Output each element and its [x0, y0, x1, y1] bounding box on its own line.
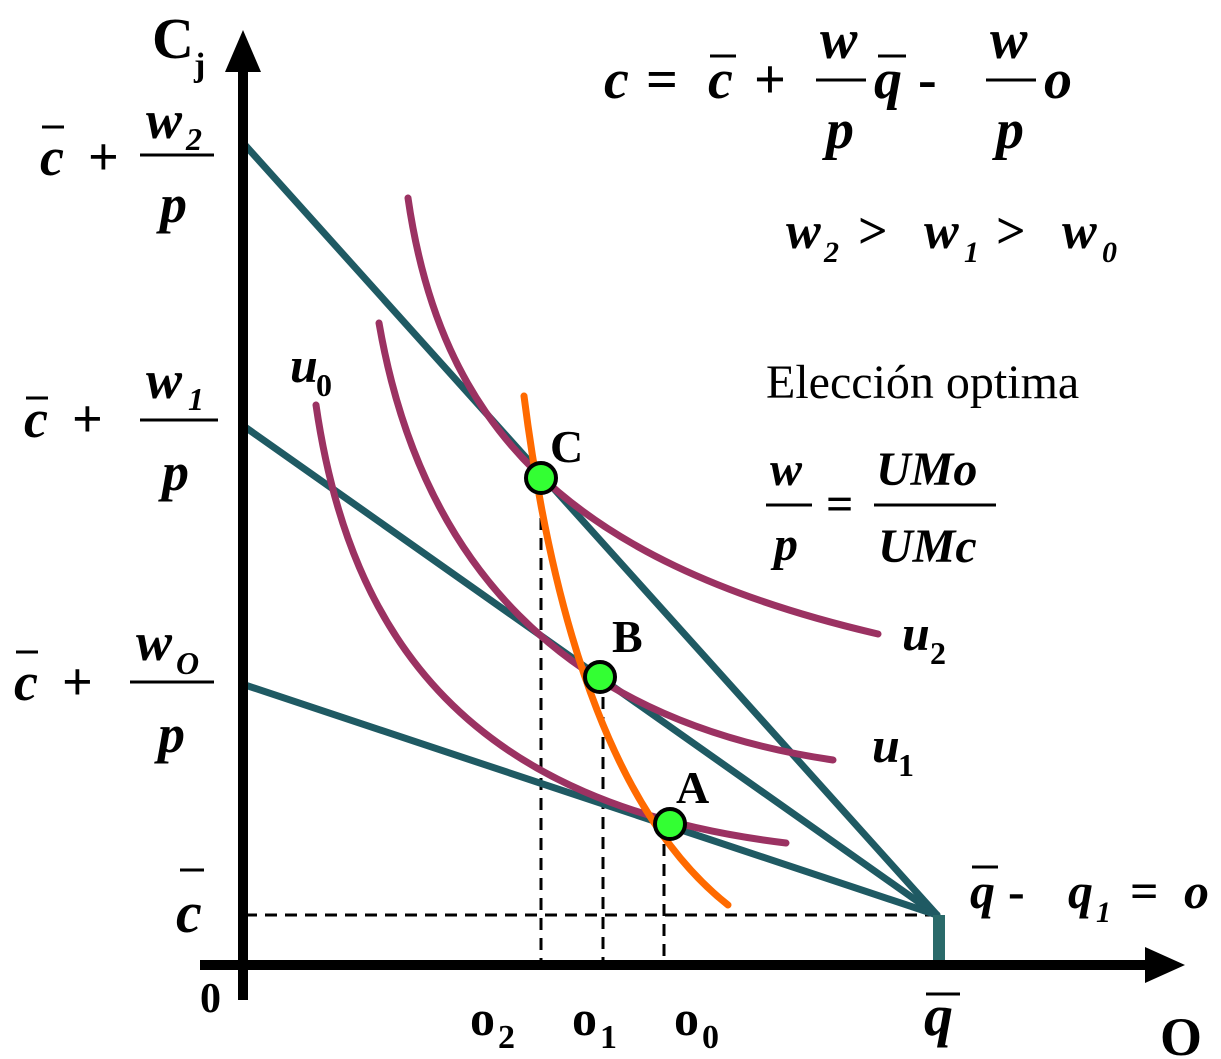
- optimal-choice: Elección optima w p = UMo UMc: [766, 356, 1079, 573]
- ytick-w1-den: p: [158, 442, 189, 502]
- budget-line-w0: [241, 681, 941, 919]
- eq-w1-num: w: [820, 9, 858, 71]
- ytick-w2-den: p: [156, 174, 187, 234]
- ytick-w1-num: w: [146, 350, 183, 410]
- ytick-w2: c + w 2 p: [40, 90, 214, 234]
- ineq-w0: w: [1062, 203, 1097, 260]
- ineq-w2: w: [786, 203, 821, 260]
- ineq-w2-sub: 2: [823, 236, 839, 269]
- ineq-w0-sub: 0: [1102, 236, 1117, 269]
- optimal-lhs-num: w: [770, 443, 803, 496]
- wage-inequality: w 2 > w 1 > w 0: [786, 203, 1117, 269]
- xtick-o1: o: [572, 990, 597, 1046]
- eq-w2-den: p: [992, 99, 1024, 161]
- ytick-w0: c + w O p: [14, 612, 214, 764]
- budget-line-w2: [241, 141, 941, 919]
- xtick-o0-sub: 0: [702, 1019, 719, 1056]
- eq-c: c: [604, 49, 629, 111]
- ytick-w0-num: w: [136, 612, 173, 672]
- endpoint-eq: =: [1130, 863, 1159, 919]
- y-axis-label: C: [152, 6, 194, 71]
- ineq-w1-sub: 1: [964, 236, 979, 269]
- ytick-cbar: c: [176, 868, 204, 945]
- point-b-label: B: [612, 611, 643, 662]
- endpoint-minus: -: [1008, 863, 1025, 919]
- ytick-w0-plus: +: [62, 652, 93, 712]
- eq-equals: =: [646, 49, 678, 111]
- ytick-w1-cbar: c: [24, 389, 48, 449]
- y-axis-arrow: [225, 30, 261, 72]
- xtick-o2: o: [470, 990, 495, 1046]
- x-axis-label: O: [1160, 1007, 1202, 1059]
- budget-equation: c = c + w p q - w p o: [604, 9, 1072, 161]
- endpoint-label: q - q 1 = o: [970, 863, 1209, 929]
- label-u0: u: [290, 337, 318, 393]
- origin-label: 0: [200, 976, 221, 1022]
- optimal-lhs-den: p: [770, 518, 798, 571]
- curve-u1: [375, 319, 837, 764]
- eq-w1-den: p: [822, 99, 854, 161]
- x-axis-arrow: [1145, 947, 1185, 983]
- optimal-rhs-num: UMo: [876, 443, 977, 496]
- ytick-w1-sub: 1: [188, 381, 204, 417]
- label-u0-sub: 0: [316, 367, 332, 403]
- eq-minus: -: [918, 49, 937, 111]
- label-u1: u: [872, 717, 900, 773]
- xtick-o0: o: [674, 990, 699, 1046]
- ytick-cbar-text: c: [176, 880, 202, 945]
- ytick-w0-den: p: [154, 704, 185, 764]
- point-a: [653, 807, 687, 841]
- endpoint-q1-sub: 1: [1096, 896, 1111, 929]
- ytick-w2-cbar: c: [40, 127, 64, 187]
- xtick-o2-sub: 2: [498, 1019, 515, 1056]
- axes: [200, 30, 1185, 1000]
- eq-w2-num: w: [990, 9, 1028, 71]
- ytick-w2-plus: +: [88, 127, 119, 187]
- eq-o: o: [1044, 49, 1072, 111]
- eq-cbar: c: [708, 49, 733, 111]
- ytick-w1-plus: +: [72, 389, 103, 449]
- ineq-gt2: >: [996, 203, 1026, 260]
- point-c-label: C: [550, 421, 583, 472]
- ytick-w0-sub: O: [176, 645, 199, 681]
- point-a-label: A: [676, 762, 709, 813]
- optimal-rhs-den: UMc: [878, 520, 977, 573]
- ineq-w1: w: [924, 203, 959, 260]
- ytick-w2-num: w: [146, 90, 183, 150]
- label-u2: u: [902, 605, 930, 661]
- optimal-points: [524, 461, 687, 841]
- point-c: [524, 461, 558, 495]
- ineq-gt1: >: [858, 203, 888, 260]
- ytick-w1: c + w 1 p: [24, 350, 218, 502]
- label-u1-sub: 1: [898, 747, 914, 783]
- eq-qbar: q: [874, 49, 902, 111]
- xtick-qbar: q: [924, 983, 953, 1048]
- optimal-eq: =: [826, 478, 853, 531]
- endpoint-q1: q: [1068, 863, 1093, 919]
- ytick-w0-cbar: c: [14, 652, 38, 712]
- label-u2-sub: 2: [930, 635, 946, 671]
- endpoint-qbar: q: [970, 863, 995, 919]
- ytick-w2-sub: 2: [185, 121, 202, 157]
- optimal-title: Elección optima: [766, 356, 1079, 409]
- xtick-o1-sub: 1: [600, 1019, 617, 1056]
- y-axis-label-sub: j: [193, 47, 205, 84]
- endpoint-o: o: [1184, 863, 1209, 919]
- point-b: [583, 660, 617, 694]
- qbar-segment: [933, 915, 945, 965]
- eq-plus: +: [754, 49, 786, 111]
